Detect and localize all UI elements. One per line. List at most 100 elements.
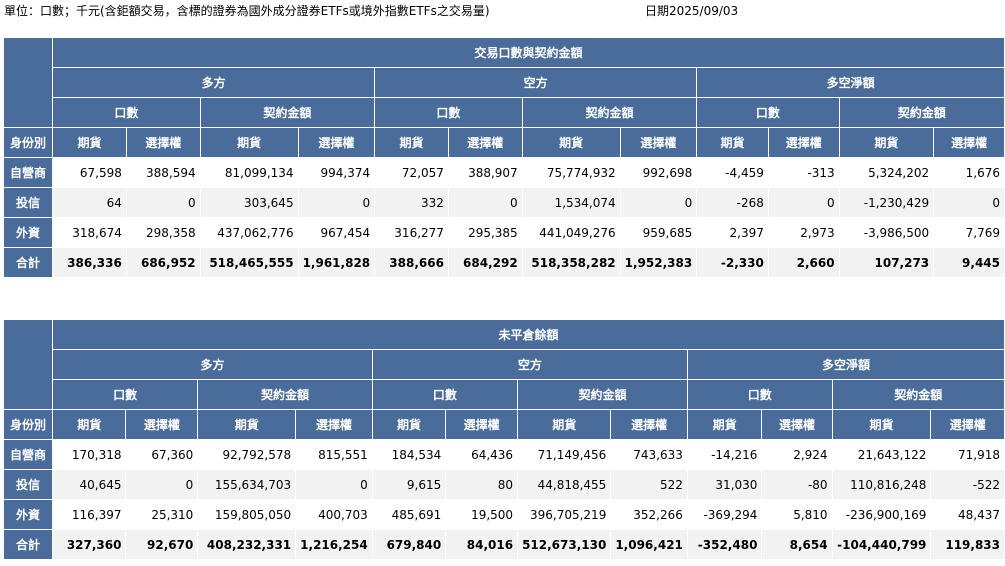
value-cell: 2,397 bbox=[696, 217, 769, 248]
value-cell: 0 bbox=[295, 469, 373, 500]
value-cell: 0 bbox=[297, 187, 376, 218]
value-cell: 119,833 bbox=[930, 529, 1005, 560]
value-cell: 0 bbox=[933, 187, 1005, 218]
value-cell: 0 bbox=[125, 187, 201, 218]
value-cell: 679,840 bbox=[371, 529, 447, 560]
value-cell: 170,318 bbox=[51, 439, 127, 470]
value-cell: 318,674 bbox=[52, 217, 127, 248]
table-title: 交易口數與契約金額 bbox=[52, 37, 1005, 68]
value-cell: -2,330 bbox=[696, 247, 769, 278]
value-cell: 67,598 bbox=[52, 157, 127, 188]
type-header: 期貨 bbox=[517, 409, 612, 440]
value-cell: 0 bbox=[125, 469, 199, 500]
value-cell: 92,670 bbox=[125, 529, 199, 560]
type-header: 選擇權 bbox=[933, 127, 1005, 158]
open-interest-table: 未平倉餘額 多方 空方 多空淨額 口數 契約金額 口數 契約金額 口數 契約金額 身份別 期貨 選擇權期… bbox=[3, 319, 1005, 560]
value-cell: 1,216,254 bbox=[295, 529, 373, 560]
value-cell: 967,454 bbox=[297, 217, 376, 248]
row-header-label: 身份別 bbox=[3, 409, 53, 440]
subgroup-header: 口數 bbox=[686, 379, 833, 410]
value-cell: -313 bbox=[767, 157, 840, 188]
value-cell: 9,615 bbox=[371, 469, 447, 500]
value-cell: 71,149,456 bbox=[517, 439, 612, 470]
value-cell: 388,666 bbox=[374, 247, 449, 278]
value-cell: 110,816,248 bbox=[831, 469, 932, 500]
value-cell: 959,685 bbox=[619, 217, 698, 248]
type-header: 期貨 bbox=[696, 127, 769, 158]
value-cell: 159,805,050 bbox=[197, 499, 297, 530]
value-cell: 298,358 bbox=[125, 217, 201, 248]
value-cell: 1,961,828 bbox=[297, 247, 376, 278]
value-cell: 1,952,383 bbox=[619, 247, 698, 278]
value-cell: -369,294 bbox=[686, 499, 763, 530]
value-cell: 518,465,555 bbox=[199, 247, 299, 278]
value-cell: -1,230,429 bbox=[838, 187, 935, 218]
header-line: 單位：口數；千元(含鉅額交易，含標的證券為國外成分證券ETFs或境外指數ETFs… bbox=[4, 2, 738, 19]
value-cell: -352,480 bbox=[686, 529, 763, 560]
subgroup-header: 契約金額 bbox=[199, 97, 376, 128]
type-header: 選擇權 bbox=[445, 409, 519, 440]
value-cell: 388,594 bbox=[125, 157, 201, 188]
type-header: 期貨 bbox=[374, 127, 449, 158]
value-cell: 386,336 bbox=[52, 247, 127, 278]
value-cell: -268 bbox=[696, 187, 769, 218]
value-cell: 75,774,932 bbox=[521, 157, 621, 188]
value-cell: 80 bbox=[445, 469, 519, 500]
corner-blank bbox=[3, 319, 53, 410]
report-date: 日期2025/09/03 bbox=[645, 4, 739, 18]
row-label: 投信 bbox=[2, 187, 54, 218]
type-header: 選擇權 bbox=[447, 127, 523, 158]
subgroup-header: 契約金額 bbox=[197, 379, 373, 410]
value-cell: 71,918 bbox=[930, 439, 1005, 470]
value-cell: 295,385 bbox=[447, 217, 523, 248]
value-cell: 2,973 bbox=[767, 217, 840, 248]
type-header: 期貨 bbox=[831, 409, 932, 440]
table-row: 自營商 170,318 67,360 92,792,578 815,551 184,534… bbox=[3, 439, 1005, 470]
value-cell: 116,397 bbox=[51, 499, 127, 530]
value-cell: -4,459 bbox=[696, 157, 769, 188]
row-label: 外資 bbox=[2, 217, 54, 248]
group-header: 多方 bbox=[52, 67, 376, 98]
type-header: 選擇權 bbox=[610, 409, 688, 440]
value-cell: 81,099,134 bbox=[199, 157, 299, 188]
table-row: 合計 386,336 686,952 518,465,555 1,961,828 388,… bbox=[2, 247, 1005, 278]
table-title: 未平倉餘額 bbox=[51, 319, 1005, 350]
type-header: 期貨 bbox=[52, 127, 127, 158]
value-cell: -80 bbox=[761, 469, 833, 500]
subgroup-header: 契約金額 bbox=[831, 379, 1005, 410]
row-label: 合計 bbox=[2, 247, 54, 278]
type-header: 期貨 bbox=[197, 409, 297, 440]
value-cell: -3,986,500 bbox=[838, 217, 935, 248]
value-cell: 31,030 bbox=[686, 469, 763, 500]
value-cell: 388,907 bbox=[447, 157, 523, 188]
value-cell: 1,534,074 bbox=[521, 187, 621, 218]
value-cell: -14,216 bbox=[686, 439, 763, 470]
value-cell: 743,633 bbox=[610, 439, 688, 470]
value-cell: -104,440,799 bbox=[831, 529, 932, 560]
subgroup-header: 口數 bbox=[51, 379, 199, 410]
value-cell: 0 bbox=[447, 187, 523, 218]
group-header: 空方 bbox=[371, 349, 688, 380]
value-cell: 72,057 bbox=[374, 157, 449, 188]
table-row: 自營商 67,598 388,594 81,099,134 994,374 72,057 3… bbox=[2, 157, 1005, 188]
subgroup-header: 口數 bbox=[371, 379, 519, 410]
type-header: 選擇權 bbox=[930, 409, 1005, 440]
type-header: 選擇權 bbox=[619, 127, 698, 158]
type-header: 選擇權 bbox=[295, 409, 373, 440]
value-cell: 21,643,122 bbox=[831, 439, 932, 470]
value-cell: 522 bbox=[610, 469, 688, 500]
value-cell: 5,324,202 bbox=[838, 157, 935, 188]
table-row: 外資 116,397 25,310 159,805,050 400,703 485,691… bbox=[3, 499, 1005, 530]
value-cell: 7,769 bbox=[933, 217, 1005, 248]
value-cell: 19,500 bbox=[445, 499, 519, 530]
value-cell: 518,358,282 bbox=[521, 247, 621, 278]
group-header: 多方 bbox=[51, 349, 373, 380]
table-row: 外資 318,674 298,358 437,062,776 967,454 316,27… bbox=[2, 217, 1005, 248]
type-header: 期貨 bbox=[838, 127, 935, 158]
value-cell: 155,634,703 bbox=[197, 469, 297, 500]
subgroup-header: 契約金額 bbox=[517, 379, 688, 410]
subgroup-header: 口數 bbox=[696, 97, 840, 128]
value-cell: 396,705,219 bbox=[517, 499, 612, 530]
row-label: 自營商 bbox=[2, 157, 54, 188]
value-cell: 8,654 bbox=[761, 529, 833, 560]
